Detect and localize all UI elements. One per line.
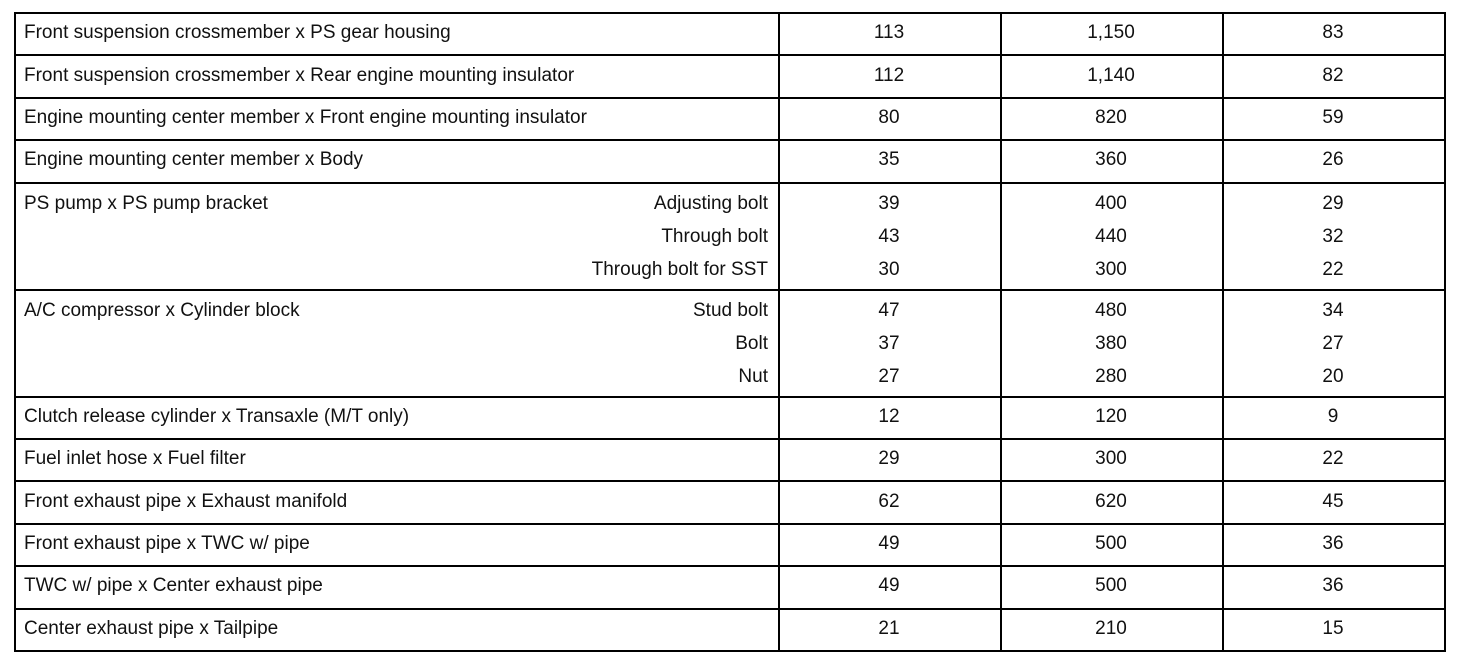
border-line bbox=[14, 182, 1446, 184]
border-line bbox=[14, 97, 1446, 99]
value-cell: 80 bbox=[878, 107, 900, 128]
row-label: Front exhaust pipe x Exhaust manifold bbox=[24, 490, 348, 512]
value-cell: 15 bbox=[1322, 617, 1344, 639]
value-cell: 62 bbox=[878, 490, 900, 512]
value-cell: 34 bbox=[1322, 299, 1344, 321]
row-label: TWC w/ pipe x Center exhaust pipe bbox=[24, 575, 323, 597]
value-cell: 500 bbox=[1095, 533, 1127, 554]
border-line bbox=[14, 480, 1446, 482]
value-cell: 22 bbox=[1322, 448, 1344, 470]
value-cell: 820 bbox=[1095, 107, 1127, 128]
sub-label: Nut bbox=[738, 365, 768, 387]
value-cell: 280 bbox=[1095, 365, 1127, 387]
value-cell: 120 bbox=[1095, 405, 1127, 427]
value-cell: 21 bbox=[878, 617, 900, 639]
value-cell: 113 bbox=[873, 22, 905, 44]
sub-label: Adjusting bolt bbox=[653, 192, 768, 214]
value-cell: 400 bbox=[1095, 192, 1127, 214]
row-label: A/C compressor x Cylinder block bbox=[24, 299, 300, 321]
value-cell: 20 bbox=[1322, 365, 1344, 387]
value-cell: 36 bbox=[1322, 575, 1344, 597]
value-cell: 32 bbox=[1322, 225, 1344, 247]
border-line bbox=[778, 12, 780, 652]
value-cell: 35 bbox=[878, 149, 900, 171]
sub-label: Bolt bbox=[735, 332, 768, 354]
border-line bbox=[14, 54, 1446, 56]
value-cell: 22 bbox=[1322, 258, 1344, 280]
value-cell: 36 bbox=[1322, 533, 1344, 554]
value-cell: 12 bbox=[878, 405, 900, 427]
value-cell: 39 bbox=[878, 192, 900, 214]
border-line bbox=[14, 608, 1446, 610]
sub-label: Through bolt bbox=[661, 225, 768, 247]
row-label: Engine mounting center member x Body bbox=[24, 149, 364, 171]
value-cell: 30 bbox=[878, 258, 900, 280]
sub-label: Through bolt for SST bbox=[591, 258, 768, 280]
value-cell: 112 bbox=[873, 64, 905, 86]
value-cell: 300 bbox=[1095, 258, 1127, 280]
row-label: Fuel inlet hose x Fuel filter bbox=[24, 448, 246, 470]
value-cell: 49 bbox=[878, 575, 900, 597]
value-cell: 500 bbox=[1095, 575, 1127, 597]
value-cell: 83 bbox=[1322, 22, 1344, 44]
value-cell: 210 bbox=[1095, 617, 1127, 639]
value-cell: 1,150 bbox=[1087, 22, 1135, 44]
value-cell: 440 bbox=[1095, 225, 1127, 247]
border-line bbox=[14, 396, 1446, 398]
value-cell: 29 bbox=[1322, 192, 1344, 214]
sub-label: Stud bolt bbox=[693, 299, 768, 321]
border-line bbox=[14, 12, 16, 652]
value-cell: 300 bbox=[1095, 448, 1127, 470]
border-line bbox=[1000, 12, 1002, 652]
value-cell: 45 bbox=[1322, 490, 1344, 512]
border-line bbox=[14, 289, 1446, 291]
row-label: Engine mounting center member x Front en… bbox=[24, 107, 587, 128]
value-cell: 620 bbox=[1095, 490, 1127, 512]
border-line bbox=[14, 565, 1446, 567]
border-line bbox=[14, 12, 1446, 14]
border-line bbox=[1222, 12, 1224, 652]
value-cell: 82 bbox=[1322, 64, 1344, 86]
value-cell: 27 bbox=[1322, 332, 1344, 354]
border-line bbox=[14, 523, 1446, 525]
value-cell: 26 bbox=[1322, 149, 1344, 171]
value-cell: 47 bbox=[878, 299, 900, 321]
value-cell: 27 bbox=[878, 365, 900, 387]
row-label: Front suspension crossmember x PS gear h… bbox=[24, 22, 451, 44]
border-line bbox=[14, 650, 1446, 652]
border-line bbox=[14, 139, 1446, 141]
row-label: Front suspension crossmember x Rear engi… bbox=[24, 64, 575, 86]
row-label: PS pump x PS pump bracket bbox=[24, 192, 268, 214]
row-label: Center exhaust pipe x Tailpipe bbox=[24, 617, 279, 639]
value-cell: 360 bbox=[1095, 149, 1127, 171]
value-cell: 380 bbox=[1095, 332, 1127, 354]
border-line bbox=[1444, 12, 1446, 652]
value-cell: 29 bbox=[878, 448, 900, 470]
value-cell: 43 bbox=[878, 225, 900, 247]
row-label: Front exhaust pipe x TWC w/ pipe bbox=[24, 533, 310, 554]
value-cell: 49 bbox=[878, 533, 900, 554]
value-cell: 480 bbox=[1095, 299, 1127, 321]
value-cell: 59 bbox=[1322, 107, 1344, 128]
value-cell: 1,140 bbox=[1087, 64, 1135, 86]
border-line bbox=[14, 438, 1446, 440]
value-cell: 9 bbox=[1327, 405, 1339, 427]
row-label: Clutch release cylinder x Transaxle (M/T… bbox=[24, 405, 410, 427]
value-cell: 37 bbox=[878, 332, 900, 354]
